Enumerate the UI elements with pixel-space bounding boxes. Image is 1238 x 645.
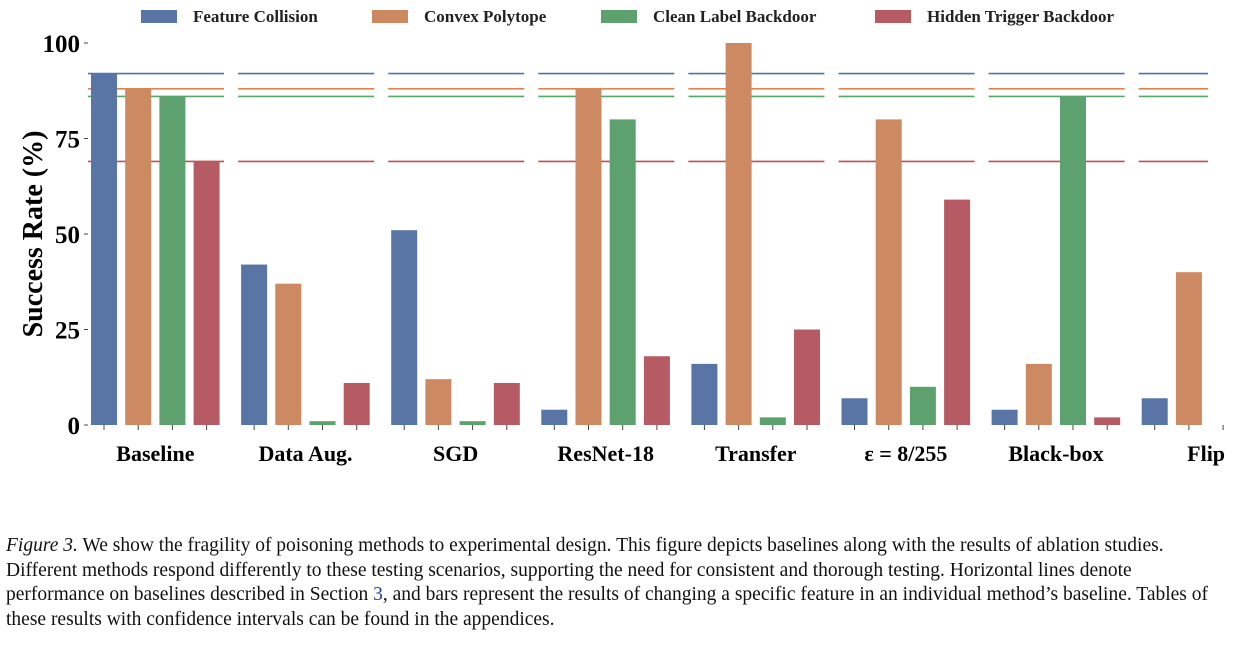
bar-hidden-trigger-backdoor-sgd [493, 382, 520, 425]
bar-feature-collision-data-aug [241, 264, 268, 425]
y-tick-label-75: 75 [55, 127, 80, 154]
x-tick-label-6: Black-box [1008, 441, 1103, 466]
legend-label-hidden-trigger-backdoor: Hidden Trigger Backdoor [927, 7, 1114, 26]
bar-feature-collision-baseline [91, 73, 117, 425]
bar-feature-collision-8-255 [841, 398, 868, 425]
bar-convex-polytope-transfer [725, 43, 752, 425]
bar-clean-label-backdoor-8-255 [909, 386, 936, 425]
legend-label-clean-label-backdoor: Clean Label Backdoor [653, 7, 817, 26]
chart-legend: Feature Collision Convex Polytope Clean La… [141, 7, 1114, 26]
bar-clean-label-backdoor-baseline [159, 96, 186, 425]
y-tick-label-0: 0 [68, 413, 81, 440]
bar-convex-polytope-data-aug [275, 283, 302, 425]
bar-clean-label-backdoor-transfer [759, 417, 786, 425]
bars [91, 43, 1202, 426]
legend-label-convex-polytope: Convex Polytope [424, 7, 547, 26]
bar-convex-polytope-resnet-18 [575, 88, 602, 425]
section-reference-link[interactable]: 3 [373, 584, 383, 605]
bar-clean-label-backdoor-black-box [1060, 96, 1086, 425]
caption-label: Figure 3. [6, 535, 78, 556]
bar-convex-polytope-baseline [125, 88, 152, 425]
bar-convex-polytope-flip [1175, 272, 1202, 425]
bar-convex-polytope-sgd [425, 379, 452, 425]
bar-feature-collision-flip [1141, 398, 1168, 425]
y-tick-label-100: 100 [43, 31, 81, 58]
bar-hidden-trigger-backdoor-transfer [794, 329, 820, 425]
bar-feature-collision-black-box [991, 409, 1018, 425]
x-tick-label-1: Data Aug. [258, 441, 352, 466]
bar-feature-collision-transfer [691, 363, 718, 425]
legend-label-feature-collision: Feature Collision [193, 7, 318, 26]
legend-swatch-convex-polytope [372, 10, 408, 23]
bar-hidden-trigger-backdoor-black-box [1094, 417, 1121, 425]
bar-hidden-trigger-backdoor-resnet-18 [643, 356, 670, 425]
baseline-lines [88, 72, 1208, 163]
figure-caption: Figure 3. We show the fragility of poiso… [6, 534, 1232, 632]
bar-hidden-trigger-backdoor-baseline [193, 161, 220, 426]
caption-text-2: , and bars represent the results of chan… [6, 584, 1209, 630]
x-tick-label-4: Transfer [715, 441, 797, 466]
x-axis: Baseline Data Aug. SGD ResNet-18 Transfer ε =… [103, 425, 1225, 466]
x-tick-label-5: ε = 8/255 [864, 441, 947, 466]
bar-feature-collision-sgd [391, 230, 418, 425]
y-tick-label-50: 50 [55, 222, 80, 249]
bar-feature-collision-resnet-18 [541, 409, 568, 425]
legend-swatch-feature-collision [141, 10, 177, 23]
bar-convex-polytope-black-box [1025, 363, 1052, 425]
bar-convex-polytope-8-255 [875, 119, 902, 426]
x-tick-label-0: Baseline [116, 441, 194, 466]
bar-hidden-trigger-backdoor-data-aug [343, 382, 370, 425]
bar-chart: Feature Collision Convex Polytope Clean La… [18, 7, 1225, 466]
legend-swatch-hidden-trigger-backdoor [875, 10, 911, 23]
x-tick-label-2: SGD [433, 441, 478, 466]
y-tick-label-25: 25 [55, 318, 80, 345]
y-axis: 0 25 50 75 100 [43, 31, 88, 440]
bar-hidden-trigger-backdoor-8-255 [944, 199, 971, 425]
x-tick-label-3: ResNet-18 [557, 441, 654, 466]
y-axis-label: Success Rate (%) [18, 131, 49, 338]
legend-swatch-clean-label-backdoor [601, 10, 637, 23]
x-tick-label-7: Flip [1187, 441, 1225, 466]
bar-clean-label-backdoor-sgd [459, 421, 486, 425]
bar-clean-label-backdoor-data-aug [309, 421, 336, 425]
bar-clean-label-backdoor-resnet-18 [609, 119, 636, 426]
caption-text-1: We show the fragility of poisoning metho… [6, 535, 1164, 605]
